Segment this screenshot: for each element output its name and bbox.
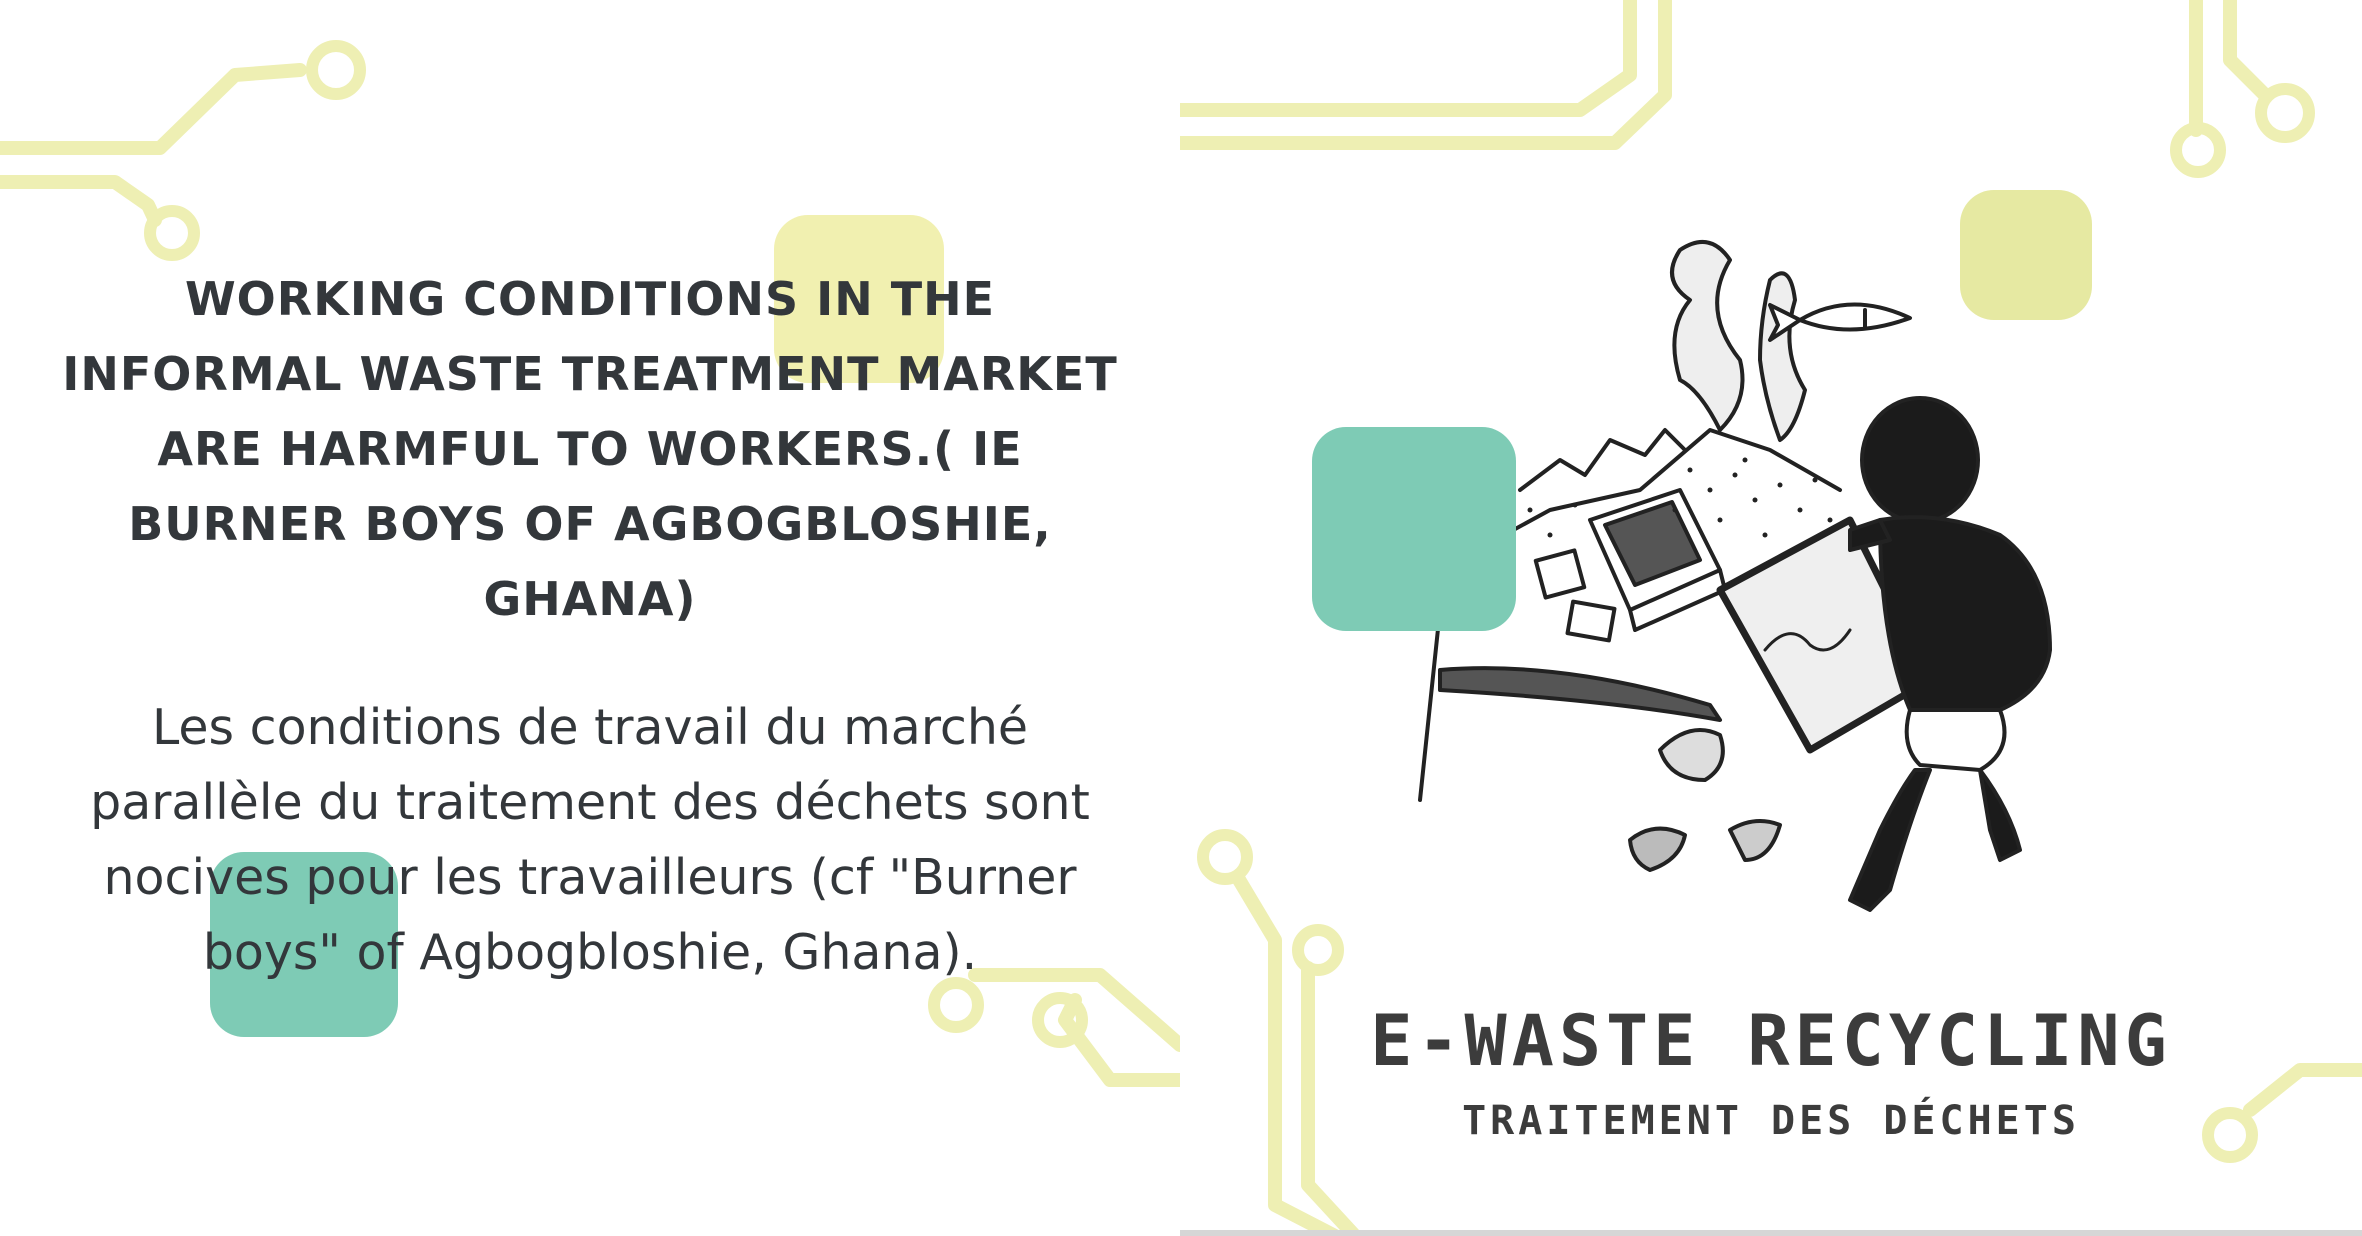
heading: WORKING CONDITIONS IN THE INFORMAL WASTE… bbox=[62, 272, 1118, 626]
e-waste-illustration bbox=[1418, 240, 2052, 912]
yellow-square bbox=[1960, 190, 2092, 320]
green-square bbox=[1312, 427, 1516, 631]
banner-subtitle: TRAITEMENT DES DÉCHETS bbox=[1462, 1098, 2080, 1144]
circuit-decoration-left bbox=[0, 40, 1180, 1087]
green-square bbox=[210, 852, 398, 1037]
body-text-fr: Les conditions de travail du marché para… bbox=[90, 699, 1090, 981]
circuit-decoration-right bbox=[1180, 0, 2362, 1230]
yellow-square bbox=[774, 215, 944, 383]
left-page: WORKING CONDITIONS IN THE INFORMAL WASTE… bbox=[0, 0, 1180, 1236]
right-page: E-WASTE RECYCLING TRAITEMENT DES DÉCHETS bbox=[1180, 0, 2362, 1236]
banner-title: E-WASTE RECYCLING bbox=[1370, 1000, 2172, 1082]
